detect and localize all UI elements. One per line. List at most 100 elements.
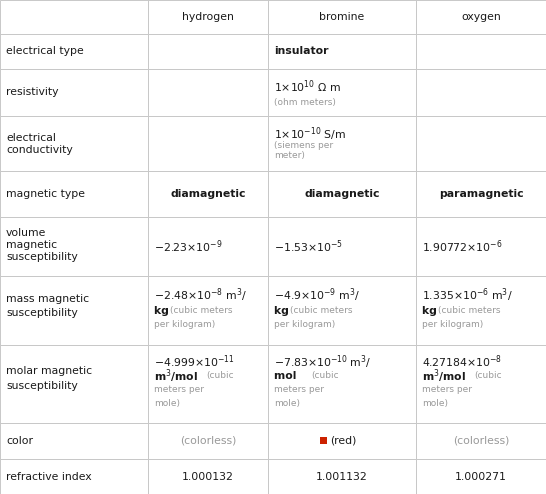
Text: m$^3$/mol: m$^3$/mol (154, 367, 199, 385)
Text: $1.335{\times}10^{-6}$ m$^3$/: $1.335{\times}10^{-6}$ m$^3$/ (422, 287, 513, 304)
Text: kg: kg (274, 306, 293, 316)
Text: kg: kg (154, 306, 173, 316)
Bar (0, 276, 148, 345)
Text: mole): mole) (154, 399, 180, 408)
Text: paramagnetic: paramagnetic (438, 189, 523, 199)
Text: (siemens per: (siemens per (274, 141, 333, 150)
Text: color: color (6, 436, 33, 446)
Text: magnetic: magnetic (6, 241, 57, 250)
Bar (268, 116, 416, 171)
Text: $1{\times}10^{-10}$ S/m: $1{\times}10^{-10}$ S/m (274, 125, 346, 143)
Bar (416, 171, 546, 217)
Bar (416, 423, 546, 459)
Bar (148, 423, 268, 459)
Text: (cubic: (cubic (474, 371, 502, 380)
Bar (320, 438, 327, 445)
Bar (416, 69, 546, 116)
Text: $-7.83{\times}10^{-10}$ m$^3$/: $-7.83{\times}10^{-10}$ m$^3$/ (274, 353, 371, 371)
Text: insulator: insulator (274, 46, 329, 56)
Bar (268, 459, 416, 494)
Text: 1.000271: 1.000271 (455, 472, 507, 482)
Bar (148, 345, 268, 423)
Bar (148, 69, 268, 116)
Text: susceptibility: susceptibility (6, 381, 78, 391)
Bar (0, 34, 148, 69)
Bar (148, 459, 268, 494)
Bar (268, 0, 416, 34)
Text: meters per: meters per (154, 385, 204, 395)
Bar (416, 459, 546, 494)
Text: (cubic: (cubic (311, 371, 339, 380)
Bar (268, 217, 416, 276)
Text: $4.27184{\times}10^{-8}$: $4.27184{\times}10^{-8}$ (422, 354, 502, 370)
Text: susceptibility: susceptibility (6, 308, 78, 318)
Bar (416, 116, 546, 171)
Text: magnetic type: magnetic type (6, 189, 85, 199)
Text: oxygen: oxygen (461, 12, 501, 22)
Bar (148, 116, 268, 171)
Text: meters per: meters per (274, 385, 324, 395)
Bar (148, 34, 268, 69)
Text: $-2.48{\times}10^{-8}$ m$^3$/: $-2.48{\times}10^{-8}$ m$^3$/ (154, 287, 247, 304)
Text: mass magnetic: mass magnetic (6, 294, 89, 304)
Text: $-2.23{\times}10^{-9}$: $-2.23{\times}10^{-9}$ (154, 238, 223, 255)
Text: (colorless): (colorless) (453, 436, 509, 446)
Text: (colorless): (colorless) (180, 436, 236, 446)
Text: m$^3$/mol: m$^3$/mol (422, 367, 467, 385)
Text: (cubic meters: (cubic meters (290, 306, 353, 315)
Text: per kilogram): per kilogram) (154, 320, 215, 329)
Bar (148, 171, 268, 217)
Text: (cubic meters: (cubic meters (438, 306, 501, 315)
Text: resistivity: resistivity (6, 87, 58, 97)
Bar (0, 0, 148, 34)
Bar (0, 69, 148, 116)
Text: mole): mole) (422, 399, 448, 408)
Text: 1.000132: 1.000132 (182, 472, 234, 482)
Text: conductivity: conductivity (6, 145, 73, 155)
Bar (268, 345, 416, 423)
Bar (0, 171, 148, 217)
Text: per kilogram): per kilogram) (274, 320, 335, 329)
Text: $1{\times}10^{10}$ Ω m: $1{\times}10^{10}$ Ω m (274, 79, 341, 95)
Bar (268, 69, 416, 116)
Text: (red): (red) (330, 436, 357, 446)
Bar (148, 217, 268, 276)
Bar (0, 459, 148, 494)
Text: $-4.9{\times}10^{-9}$ m$^3$/: $-4.9{\times}10^{-9}$ m$^3$/ (274, 287, 360, 304)
Text: susceptibility: susceptibility (6, 252, 78, 262)
Bar (268, 276, 416, 345)
Text: diamagnetic: diamagnetic (304, 189, 380, 199)
Text: (cubic meters: (cubic meters (170, 306, 233, 315)
Bar (0, 423, 148, 459)
Text: mole): mole) (274, 399, 300, 408)
Text: kg: kg (422, 306, 441, 316)
Text: meters per: meters per (422, 385, 472, 395)
Bar (416, 217, 546, 276)
Text: $-4.999{\times}10^{-11}$: $-4.999{\times}10^{-11}$ (154, 354, 235, 370)
Bar (268, 171, 416, 217)
Text: refractive index: refractive index (6, 472, 92, 482)
Text: volume: volume (6, 228, 46, 239)
Text: hydrogen: hydrogen (182, 12, 234, 22)
Text: $-1.53{\times}10^{-5}$: $-1.53{\times}10^{-5}$ (274, 238, 343, 255)
Bar (0, 116, 148, 171)
Bar (268, 423, 416, 459)
Text: molar magnetic: molar magnetic (6, 366, 92, 375)
Bar (148, 0, 268, 34)
Bar (416, 34, 546, 69)
Text: 1.001132: 1.001132 (316, 472, 368, 482)
Text: per kilogram): per kilogram) (422, 320, 483, 329)
Text: (ohm meters): (ohm meters) (274, 98, 336, 107)
Bar (0, 345, 148, 423)
Text: diamagnetic: diamagnetic (170, 189, 246, 199)
Bar (148, 276, 268, 345)
Text: electrical: electrical (6, 132, 56, 143)
Text: mol: mol (274, 371, 300, 381)
Bar (416, 276, 546, 345)
Text: $1.90772{\times}10^{-6}$: $1.90772{\times}10^{-6}$ (422, 238, 502, 255)
Bar (0, 217, 148, 276)
Bar (416, 345, 546, 423)
Text: (cubic: (cubic (206, 371, 234, 380)
Text: electrical type: electrical type (6, 46, 84, 56)
Bar (268, 34, 416, 69)
